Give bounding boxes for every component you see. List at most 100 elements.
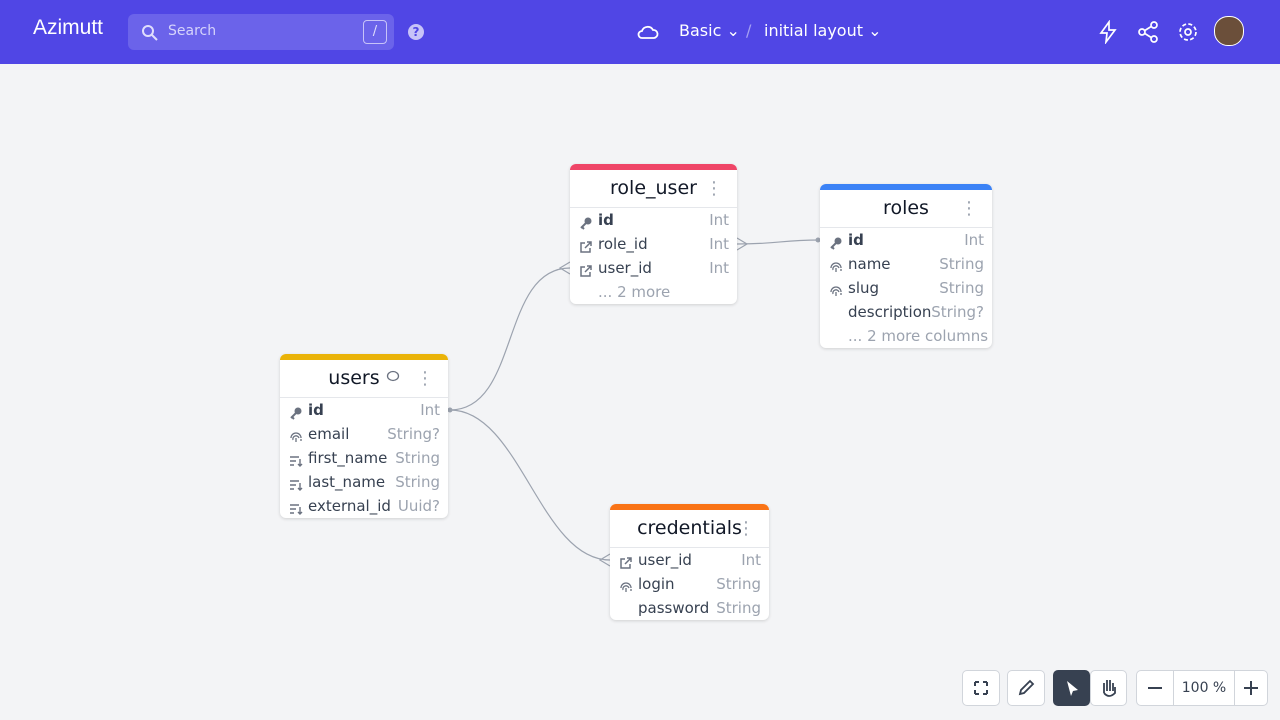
relation-line bbox=[736, 239, 821, 245]
fit-screen-button[interactable] bbox=[962, 670, 1000, 706]
column-row[interactable]: description String? bbox=[820, 300, 992, 324]
table-menu[interactable]: ⋮ bbox=[416, 368, 434, 389]
more-columns[interactable]: ... 2 more columns bbox=[848, 327, 989, 345]
move-tool-button[interactable] bbox=[1090, 670, 1127, 706]
column-type: String bbox=[939, 279, 984, 297]
column-type: String bbox=[395, 449, 440, 467]
project-selector[interactable]: Basic ⌄ bbox=[679, 21, 740, 40]
column-row[interactable]: first_name String bbox=[280, 446, 448, 470]
column-row[interactable]: id Int bbox=[820, 228, 992, 252]
column-icon bbox=[829, 233, 843, 257]
column-icon bbox=[289, 451, 303, 475]
table-color-bar bbox=[570, 164, 737, 170]
table-card[interactable]: credentials ⋮ user_id Int login String passwor… bbox=[610, 504, 769, 620]
column-type: Uuid? bbox=[397, 497, 440, 515]
column-name: id bbox=[848, 231, 864, 249]
relation-crow bbox=[558, 237, 749, 567]
relation-dot bbox=[815, 237, 821, 243]
column-name: user_id bbox=[598, 259, 652, 277]
column-icon bbox=[829, 257, 843, 281]
layout-selector[interactable]: initial layout ⌄ bbox=[764, 21, 882, 40]
column-row[interactable]: user_id Int bbox=[570, 256, 737, 280]
column-row[interactable]: email String? bbox=[280, 422, 448, 446]
relation-dot bbox=[447, 407, 453, 413]
column-row[interactable]: id Int bbox=[280, 398, 448, 422]
help-button[interactable]: ? bbox=[408, 24, 424, 40]
column-name: role_id bbox=[598, 235, 648, 253]
table-header: users ⋮ bbox=[280, 360, 448, 398]
settings-button[interactable] bbox=[1176, 20, 1200, 44]
column-name: description bbox=[848, 303, 932, 321]
select-tool-button[interactable] bbox=[1053, 670, 1090, 706]
column-icon bbox=[289, 475, 303, 499]
project-name: Basic bbox=[679, 21, 722, 40]
table-menu[interactable]: ⋮ bbox=[737, 518, 755, 539]
logo[interactable]: Azimutt bbox=[33, 16, 104, 39]
column-name: slug bbox=[848, 279, 880, 297]
table-header: roles ⋮ bbox=[820, 190, 992, 228]
zoom-in-button[interactable] bbox=[1233, 671, 1269, 705]
action-icons[interactable] bbox=[1096, 20, 1120, 44]
search-box[interactable]: Search / bbox=[128, 14, 394, 50]
column-type: Int bbox=[709, 211, 729, 229]
table-color-bar bbox=[610, 504, 769, 510]
table-menu[interactable]: ⋮ bbox=[705, 178, 723, 199]
column-type: Int bbox=[709, 235, 729, 253]
column-name: name bbox=[848, 255, 891, 273]
table-menu[interactable]: ⋮ bbox=[960, 198, 978, 219]
table-name: roles bbox=[883, 197, 929, 219]
search-icon bbox=[142, 25, 158, 41]
column-name: last_name bbox=[308, 473, 386, 491]
column-row[interactable]: role_id Int bbox=[570, 232, 737, 256]
column-type: Int bbox=[709, 259, 729, 277]
separator: / bbox=[746, 21, 752, 40]
column-row[interactable]: password String bbox=[610, 596, 769, 620]
column-icon bbox=[829, 281, 843, 305]
column-icon bbox=[579, 213, 593, 237]
zoom-level: 100 % bbox=[1173, 671, 1235, 705]
relation-line bbox=[449, 267, 571, 411]
relations bbox=[447, 237, 821, 567]
zoom-out-button[interactable] bbox=[1137, 671, 1173, 705]
column-name: first_name bbox=[308, 449, 388, 467]
column-row[interactable]: name String bbox=[820, 252, 992, 276]
column-name: email bbox=[308, 425, 350, 443]
cloud-icon bbox=[637, 25, 659, 39]
column-icon bbox=[289, 427, 303, 451]
column-name: id bbox=[308, 401, 324, 419]
more-columns[interactable]: ... 2 more columns bbox=[598, 283, 671, 301]
column-row[interactable]: user_id Int bbox=[610, 548, 769, 572]
column-type: String bbox=[716, 575, 761, 593]
table-name: role_user bbox=[610, 177, 697, 199]
zoom-controls: 100 % bbox=[1136, 670, 1268, 706]
column-row[interactable]: slug String bbox=[820, 276, 992, 300]
column-icon bbox=[619, 577, 633, 601]
column-type: Int bbox=[420, 401, 440, 419]
search-placeholder: Search bbox=[168, 23, 217, 39]
column-name: password bbox=[638, 599, 710, 617]
column-row[interactable]: external_id Uuid? bbox=[280, 494, 448, 518]
column-type: String bbox=[939, 255, 984, 273]
table-header: role_user ⋮ bbox=[570, 170, 737, 208]
column-icon bbox=[619, 553, 633, 577]
column-icon bbox=[289, 499, 303, 518]
column-type: String? bbox=[387, 425, 440, 443]
relation-line bbox=[449, 409, 611, 561]
column-icon bbox=[579, 261, 593, 285]
share-button[interactable] bbox=[1136, 20, 1160, 44]
comment-icon bbox=[380, 367, 400, 389]
table-card[interactable]: role_user ⋮ id Int role_id Int user_id Int ... 2… bbox=[570, 164, 737, 304]
column-name: external_id bbox=[308, 497, 391, 515]
table-color-bar bbox=[820, 184, 992, 190]
column-row[interactable]: login String bbox=[610, 572, 769, 596]
table-card[interactable]: users ⋮ id Int email String? first_name String… bbox=[280, 354, 448, 518]
column-type: String? bbox=[931, 303, 984, 321]
edit-button[interactable] bbox=[1007, 670, 1045, 706]
column-row[interactable]: id Int bbox=[570, 208, 737, 232]
column-name: login bbox=[638, 575, 675, 593]
layout-name: initial layout bbox=[764, 21, 864, 40]
column-name: user_id bbox=[638, 551, 692, 569]
avatar[interactable] bbox=[1214, 16, 1244, 46]
table-card[interactable]: roles ⋮ id Int name String slug String descripti… bbox=[820, 184, 992, 348]
column-row[interactable]: last_name String bbox=[280, 470, 448, 494]
